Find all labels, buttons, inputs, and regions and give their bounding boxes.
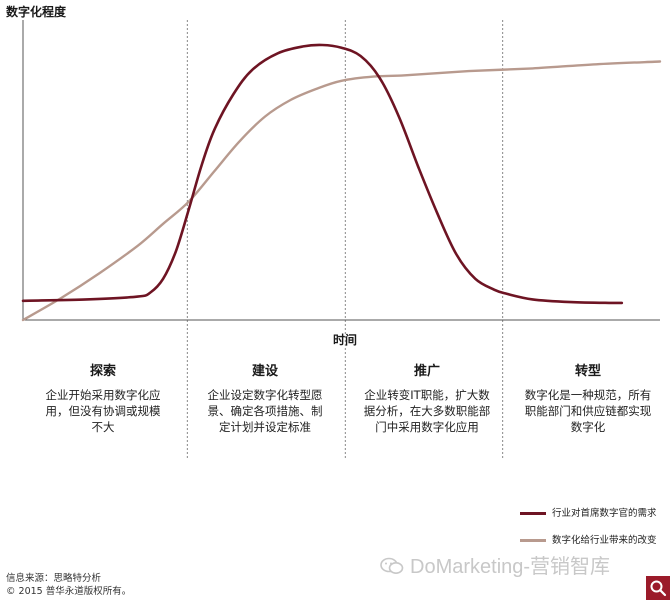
search-button[interactable] (646, 576, 670, 600)
y-axis-label: 数字化程度 (6, 5, 67, 19)
legend-item-demand: 行业对首席数字官的需求 (520, 505, 670, 521)
phase-desc-line: 企业设定数字化转型愿 (207, 388, 323, 402)
source-line: 信息来源：思略特分析 (6, 573, 102, 584)
phase-desc-line: 企业转变IT职能，扩大数 (364, 388, 490, 402)
legend-label: 数字化给行业带来的改变 (552, 535, 657, 546)
phase-desc-line: 门中采用数字化应用 (375, 420, 479, 434)
x-axis-label: 时间 (332, 333, 357, 347)
phase-desc-line: 据分析，在大多数职能部 (363, 404, 491, 418)
phase-desc-line: 定计划并设定标准 (219, 420, 311, 434)
phase-desc-line: 景、确定各项措施、制 (207, 404, 323, 418)
phase-title: 推广 (413, 364, 440, 379)
phase-description: 企业开始采用数字化应 用，但没有协调或规模 不大 (28, 387, 178, 435)
phase-title: 建设 (251, 364, 278, 379)
phase-title: 探索 (89, 364, 116, 379)
phase-explore: 探索 企业开始采用数字化应 用，但没有协调或规模 不大 (28, 360, 178, 435)
phase-description: 数字化是一种规范，所有 职能部门和供应链都实现 数字化 (508, 387, 668, 435)
source-note: 信息来源：思略特分析 © 2015 普华永道版权所有。 (6, 572, 131, 598)
wechat-icon (380, 557, 404, 574)
legend-swatch-demand (520, 512, 546, 515)
phase-build: 建设 企业设定数字化转型愿 景、确定各项措施、制 定计划并设定标准 (190, 360, 340, 435)
legend-label: 行业对首席数字官的需求 (552, 508, 657, 519)
phase-desc-line: 用，但没有协调或规模 (45, 404, 161, 418)
phase-title: 转型 (574, 364, 601, 379)
phase-desc-line: 职能部门和供应链都实现 (524, 404, 652, 418)
watermark: DoMarketing-营销智库 (380, 550, 610, 579)
series-line-demand (21, 43, 624, 305)
watermark-text: DoMarketing-营销智库 (410, 556, 611, 578)
legend-item-change: 数字化给行业带来的改变 (520, 532, 670, 548)
phase-desc-line: 企业开始采用数字化应 (45, 388, 161, 402)
phase-desc-line: 数字化 (570, 420, 606, 434)
search-icon (650, 580, 667, 597)
series-line-change (21, 60, 662, 322)
legend-swatch-change (520, 539, 546, 542)
phase-desc-line: 不大 (91, 420, 115, 434)
phase-description: 企业转变IT职能，扩大数 据分析，在大多数职能部 门中采用数字化应用 (347, 387, 507, 435)
phase-transform: 转型 数字化是一种规范，所有 职能部门和供应链都实现 数字化 (508, 360, 668, 435)
phase-desc-line: 数字化是一种规范，所有 (524, 388, 652, 402)
phase-description: 企业设定数字化转型愿 景、确定各项措施、制 定计划并设定标准 (190, 387, 340, 435)
chart (21, 20, 662, 460)
phase-promote: 推广 企业转变IT职能，扩大数 据分析，在大多数职能部 门中采用数字化应用 (347, 360, 507, 435)
copyright-line: © 2015 普华永道版权所有。 (6, 586, 132, 597)
